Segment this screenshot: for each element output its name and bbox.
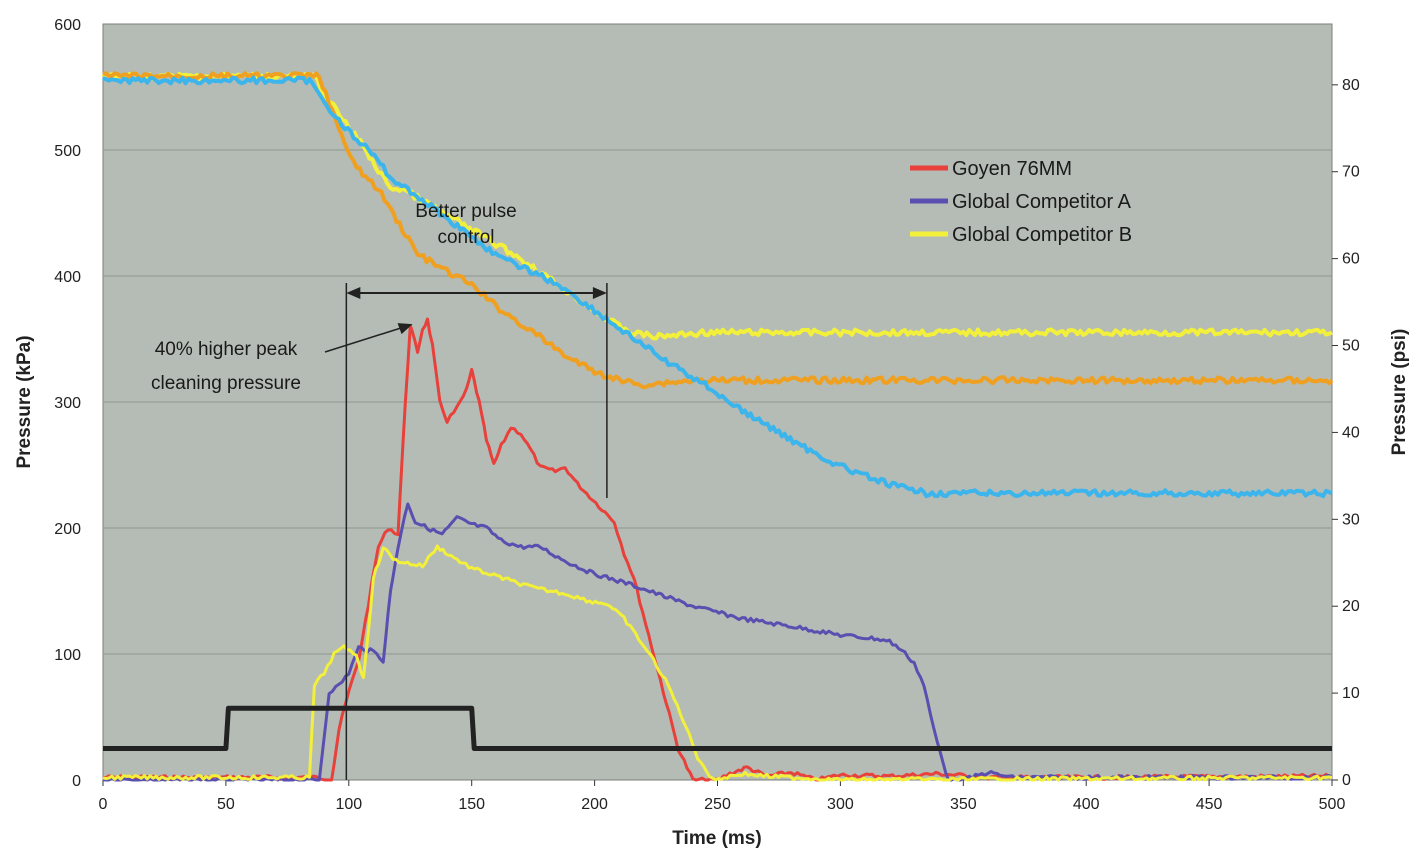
- x-tick-label: 400: [1073, 796, 1100, 813]
- series-line-solenoid-signal: [103, 705, 1332, 751]
- x-tick-label: 450: [1196, 796, 1223, 813]
- y-tick-label: 100: [54, 647, 81, 664]
- x-tick-label: 500: [1319, 796, 1346, 813]
- x-tick-label: 250: [704, 796, 731, 813]
- peak-arrow-line: [324, 327, 401, 353]
- y-right-tick-label: 80: [1342, 77, 1360, 94]
- annotation-peak-line-2: cleaning pressure: [151, 373, 301, 394]
- series-line-competitor-a-supply: [102, 75, 1333, 499]
- legend-label: Global Competitor B: [952, 224, 1132, 246]
- series-line-global-competitor-b: [102, 544, 1333, 782]
- x-tick-label: 150: [458, 796, 485, 813]
- y-axis-title-left: Pressure (kPa): [14, 335, 35, 468]
- x-axis-title: Time (ms): [672, 828, 761, 849]
- x-tick-label: 300: [827, 796, 854, 813]
- y-tick-label: 200: [54, 521, 81, 538]
- y-right-tick-label: 30: [1342, 511, 1360, 528]
- y-right-tick-label: 0: [1342, 772, 1351, 789]
- series-lines: [101, 71, 1334, 782]
- annotation-peak-line-1: 40% higher peak: [155, 339, 298, 360]
- x-axis-ticks: 0 50 100 150 200 250 300 350 400 450 500: [99, 780, 1346, 813]
- legend: Goyen 76MM Global Competitor A Global Comp…: [910, 158, 1132, 246]
- y-right-tick-label: 50: [1342, 338, 1360, 355]
- legend-label: Global Competitor A: [952, 191, 1132, 213]
- y-tick-label: 400: [54, 269, 81, 286]
- y-right-tick-label: 40: [1342, 424, 1360, 441]
- y-tick-label: 600: [54, 17, 81, 34]
- x-tick-label: 350: [950, 796, 977, 813]
- y-tick-label: 300: [54, 395, 81, 412]
- x-tick-label: 100: [335, 796, 362, 813]
- span-arrowhead-left: [346, 287, 361, 299]
- y-tick-label: 0: [72, 773, 81, 790]
- annotations: Better pulse control 40% higher peak cleani…: [151, 201, 608, 780]
- y-axis-title-right: Pressure (psi): [1389, 329, 1410, 456]
- x-tick-label: 0: [99, 796, 108, 813]
- y-tick-label: 500: [54, 143, 81, 160]
- x-tick-label: 50: [217, 796, 235, 813]
- annotation-pulse-line-2: control: [437, 227, 494, 248]
- y-axis-ticks-left: 0 100 200 300 400 500 600: [54, 17, 81, 790]
- annotation-pulse-line-1: Better pulse: [415, 201, 516, 222]
- y-right-tick-label: 60: [1342, 251, 1360, 268]
- y-axis-ticks-right: 0 10 20 30 40 50 60 70 80: [1332, 77, 1360, 789]
- y-right-tick-label: 10: [1342, 685, 1360, 702]
- span-arrowhead-right: [592, 287, 607, 299]
- y-right-tick-label: 70: [1342, 164, 1360, 181]
- peak-arrowhead: [397, 323, 413, 335]
- legend-label: Goyen 76MM: [952, 158, 1072, 180]
- x-tick-label: 200: [581, 796, 608, 813]
- series-line-goyen-supply: [102, 71, 1334, 390]
- grid-lines: [103, 149, 1332, 655]
- y-right-tick-label: 20: [1342, 598, 1360, 615]
